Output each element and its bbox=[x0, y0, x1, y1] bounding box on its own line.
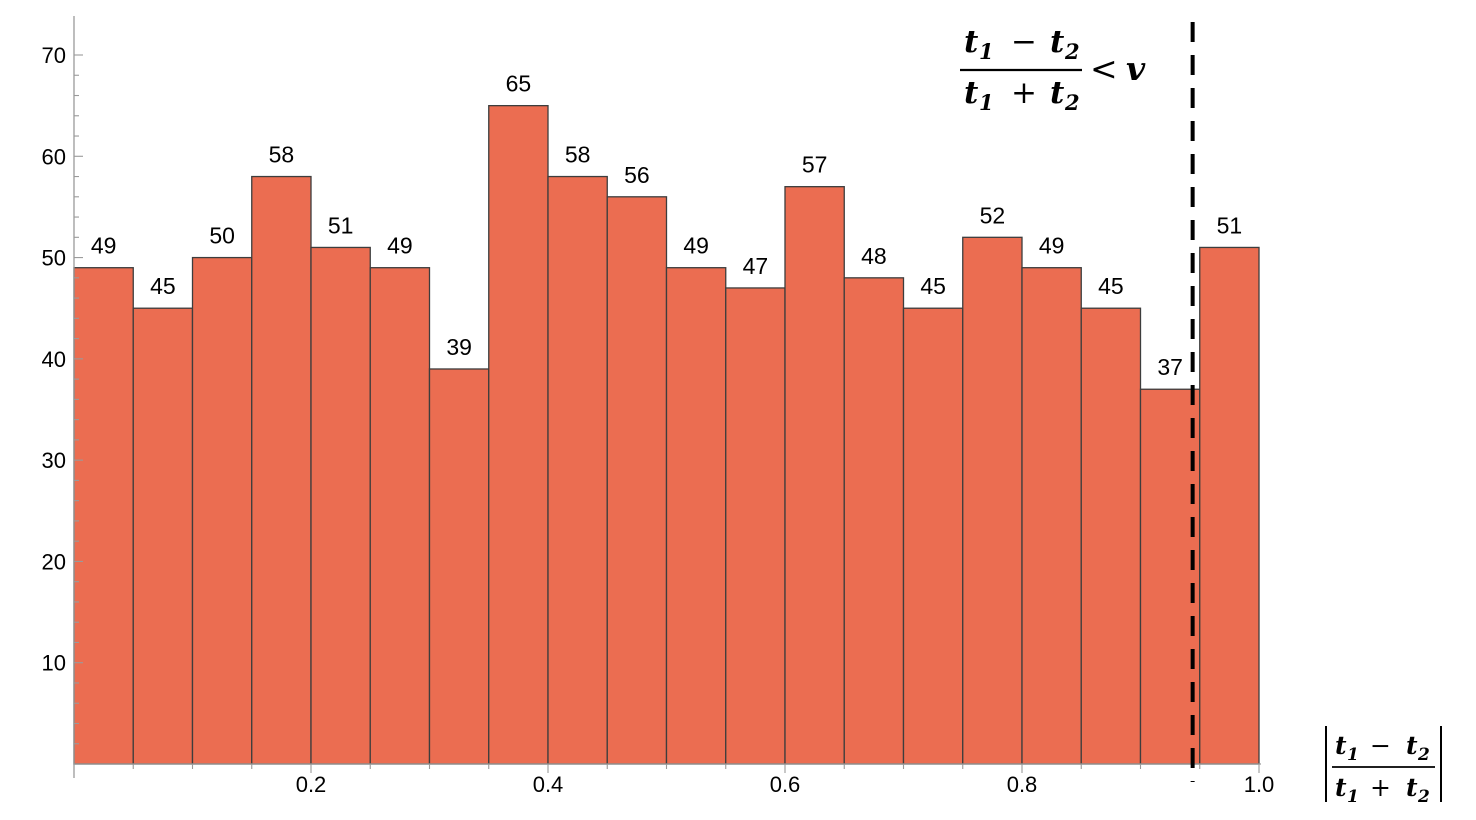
y-tick-label-2: 30 bbox=[42, 448, 66, 473]
annotation-rhs: v bbox=[1126, 49, 1146, 88]
bar-17 bbox=[1080, 307, 1142, 765]
bar-value-label-4: 51 bbox=[328, 212, 354, 238]
bar-value-label-14: 45 bbox=[920, 273, 946, 299]
x-label-den-t1: t bbox=[1335, 773, 1347, 802]
annotation-relation: < bbox=[1090, 49, 1118, 88]
bar-6 bbox=[428, 368, 490, 765]
annotation-num-t2: t bbox=[1050, 24, 1065, 60]
bar-1 bbox=[132, 307, 194, 765]
bar-labels-group: 49 45 50 58 51 49 39 65 58 56 49 47 57 48 45 52 49 45 37 51 bbox=[91, 71, 1242, 381]
x-label-num-op: − bbox=[1370, 731, 1391, 760]
bar-15 bbox=[962, 236, 1023, 765]
x-label-den-op: + bbox=[1370, 773, 1391, 802]
bar-value-label-9: 56 bbox=[624, 162, 650, 188]
bar-7 bbox=[488, 104, 549, 765]
bar-value-label-5: 49 bbox=[387, 233, 413, 259]
x-tick-label-1: 0.4 bbox=[533, 772, 564, 797]
bar-value-label-15: 52 bbox=[980, 202, 1006, 228]
y-tick-label-1: 20 bbox=[42, 549, 66, 574]
bar-19 bbox=[1199, 246, 1260, 765]
bar-0 bbox=[73, 267, 134, 765]
bar-value-label-16: 49 bbox=[1039, 233, 1065, 259]
bar-value-label-18: 37 bbox=[1157, 354, 1183, 380]
x-tick-label-0: 0.2 bbox=[296, 772, 327, 797]
bar-18 bbox=[1139, 388, 1201, 765]
bar-3 bbox=[251, 175, 312, 765]
axes-group: 0.2 0.4 0.6 0.8 1.0 10 20 30 40 50 60 70 bbox=[42, 16, 1275, 797]
x-tick-label-2: 0.6 bbox=[770, 772, 801, 797]
annotation-den-t1: t bbox=[964, 75, 979, 111]
annotation-den-sub1: 1 bbox=[979, 90, 994, 115]
bar-value-label-3: 58 bbox=[269, 142, 295, 168]
bar-value-label-0: 49 bbox=[91, 233, 117, 259]
bar-16 bbox=[1021, 267, 1082, 765]
bar-5 bbox=[369, 267, 431, 765]
bar-13 bbox=[843, 277, 905, 765]
annotation-den-sub2: 2 bbox=[1064, 90, 1080, 115]
annotation-num-sub1: 1 bbox=[979, 39, 994, 64]
x-tick-label-4: 1.0 bbox=[1244, 772, 1275, 797]
bar-10 bbox=[665, 267, 727, 765]
bars-group bbox=[73, 104, 1260, 765]
x-label-num-sub2: 2 bbox=[1417, 745, 1430, 765]
x-axis-label: t 1 − t 2 t 1 + t 2 bbox=[1325, 726, 1442, 807]
bar-value-label-17: 45 bbox=[1098, 273, 1124, 299]
x-label-num-t1: t bbox=[1335, 731, 1347, 760]
bar-value-label-7: 65 bbox=[506, 71, 532, 97]
threshold-annotation: t 1 − t 2 t 1 + t 2 < v bbox=[960, 24, 1146, 115]
x-tick-label-3: 0.8 bbox=[1007, 772, 1038, 797]
x-label-den-sub1: 1 bbox=[1347, 787, 1359, 807]
bar-14 bbox=[902, 307, 964, 765]
bar-value-label-11: 47 bbox=[743, 253, 769, 279]
bar-value-label-8: 58 bbox=[565, 142, 591, 168]
bar-value-label-1: 45 bbox=[150, 273, 176, 299]
bar-11 bbox=[725, 287, 786, 765]
bar-9 bbox=[606, 196, 668, 765]
bar-12 bbox=[784, 186, 845, 765]
annotation-num-op: − bbox=[1011, 24, 1037, 60]
bar-value-label-12: 57 bbox=[802, 152, 828, 178]
x-label-den-sub2: 2 bbox=[1417, 787, 1430, 807]
y-tick-label-5: 60 bbox=[42, 144, 66, 169]
annotation-den-t2: t bbox=[1050, 75, 1065, 111]
y-tick-label-3: 40 bbox=[42, 347, 66, 372]
bar-value-label-19: 51 bbox=[1217, 212, 1243, 238]
y-tick-label-6: 70 bbox=[42, 43, 66, 68]
bar-8 bbox=[547, 175, 608, 765]
bar-2 bbox=[191, 256, 253, 765]
x-label-den-t2: t bbox=[1406, 773, 1418, 802]
y-tick-label-4: 50 bbox=[42, 246, 66, 271]
bar-4 bbox=[310, 246, 371, 765]
annotation-num-t1: t bbox=[964, 24, 979, 60]
x-label-num-t2: t bbox=[1406, 731, 1418, 760]
bar-value-label-2: 50 bbox=[209, 223, 235, 249]
annotation-den-op: + bbox=[1011, 75, 1037, 111]
bar-value-label-13: 48 bbox=[861, 243, 887, 269]
x-label-num-sub1: 1 bbox=[1347, 745, 1359, 765]
bar-value-label-10: 49 bbox=[683, 233, 709, 259]
bar-value-label-6: 39 bbox=[446, 334, 472, 360]
y-tick-label-0: 10 bbox=[42, 651, 66, 676]
annotation-num-sub2: 2 bbox=[1064, 39, 1080, 64]
